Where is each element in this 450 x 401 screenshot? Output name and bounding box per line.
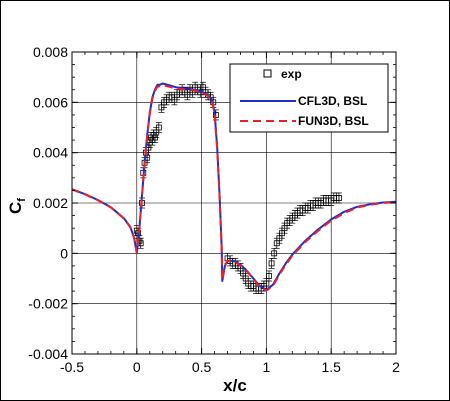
y-tick-label: 0.004 bbox=[33, 145, 68, 161]
x-tick-label: -0.5 bbox=[60, 359, 84, 375]
series-fun3d-bsl bbox=[71, 84, 397, 292]
x-tick-label: 1 bbox=[263, 359, 271, 375]
y-tick-label: -0.004 bbox=[28, 346, 68, 362]
legend-exp-marker bbox=[263, 69, 272, 78]
exp-point bbox=[266, 273, 272, 279]
y-tick-label: 0.002 bbox=[33, 195, 68, 211]
exp-point bbox=[336, 195, 342, 201]
y-axis-label-main: C bbox=[6, 202, 25, 214]
y-tick-label: 0.008 bbox=[33, 44, 68, 60]
x-tick-labels: -0.5 0 0.5 1 1.5 2 bbox=[60, 359, 400, 375]
y-axis-label-subscript: f bbox=[16, 198, 28, 202]
y-tick-labels: -0.004 -0.002 0 0.002 0.004 0.006 0.008 bbox=[28, 44, 68, 362]
y-tick-label: 0.006 bbox=[33, 94, 68, 110]
y-axis-label: Cf bbox=[6, 198, 28, 214]
legend-exp-label: exp bbox=[281, 67, 302, 81]
exp-point bbox=[155, 124, 162, 131]
y-tick-label: -0.002 bbox=[28, 296, 68, 312]
x-tick-label: 1.5 bbox=[321, 359, 341, 375]
x-tick-label: 0.5 bbox=[192, 359, 212, 375]
x-tick-label: 2 bbox=[392, 359, 400, 375]
plot-data bbox=[71, 81, 397, 294]
y-tick-label: 0 bbox=[60, 245, 68, 261]
axis-ticks bbox=[71, 51, 397, 355]
legend: exp CFL3D, BSL FUN3D, BSL bbox=[229, 63, 389, 133]
legend-cfl3d-label: CFL3D, BSL bbox=[298, 94, 367, 108]
x-axis-label: x/c bbox=[223, 376, 247, 395]
legend-fun3d-label: FUN3D, BSL bbox=[298, 114, 369, 128]
exp-point bbox=[271, 250, 278, 257]
x-tick-label: 0 bbox=[133, 359, 141, 375]
svg-text:Cf: Cf bbox=[6, 198, 28, 214]
fun3d-line bbox=[71, 84, 397, 292]
exp-point bbox=[268, 260, 275, 267]
